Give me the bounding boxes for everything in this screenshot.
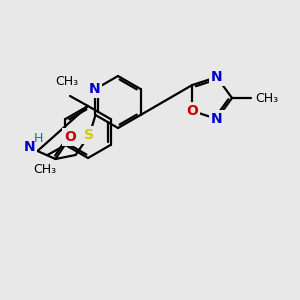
Text: O: O — [186, 104, 198, 118]
Text: O: O — [64, 130, 76, 144]
Text: N: N — [24, 140, 35, 154]
Text: CH₃: CH₃ — [33, 163, 56, 176]
Text: N: N — [211, 112, 223, 126]
Text: S: S — [85, 128, 94, 142]
Text: CH₃: CH₃ — [255, 92, 278, 104]
Text: N: N — [211, 70, 223, 84]
Text: CH₃: CH₃ — [56, 75, 79, 88]
Text: H: H — [34, 133, 43, 146]
Text: N: N — [89, 82, 100, 96]
